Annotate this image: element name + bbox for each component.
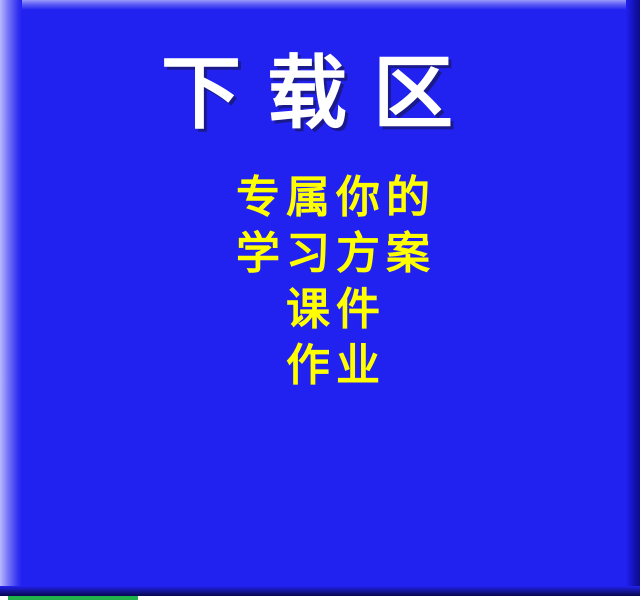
panel-line-courseware: 课件 bbox=[286, 284, 386, 335]
panel-bevel-left bbox=[0, 0, 22, 596]
panel-bevel-top bbox=[0, 0, 640, 10]
panel-line-homework: 作业 bbox=[286, 340, 386, 391]
bottom-edge bbox=[0, 596, 643, 600]
download-area-title: 下载区 bbox=[161, 47, 479, 140]
panel-bevel-right bbox=[626, 0, 640, 596]
green-accent-bar bbox=[8, 596, 138, 600]
panel-line-exclusive: 专属你的 bbox=[236, 172, 436, 223]
panel-item-list: 专属你的 学习方案 课件 作业 bbox=[0, 170, 643, 394]
panel-bevel-bottom bbox=[0, 586, 640, 596]
panel-line-study-plan: 学习方案 bbox=[236, 228, 436, 279]
